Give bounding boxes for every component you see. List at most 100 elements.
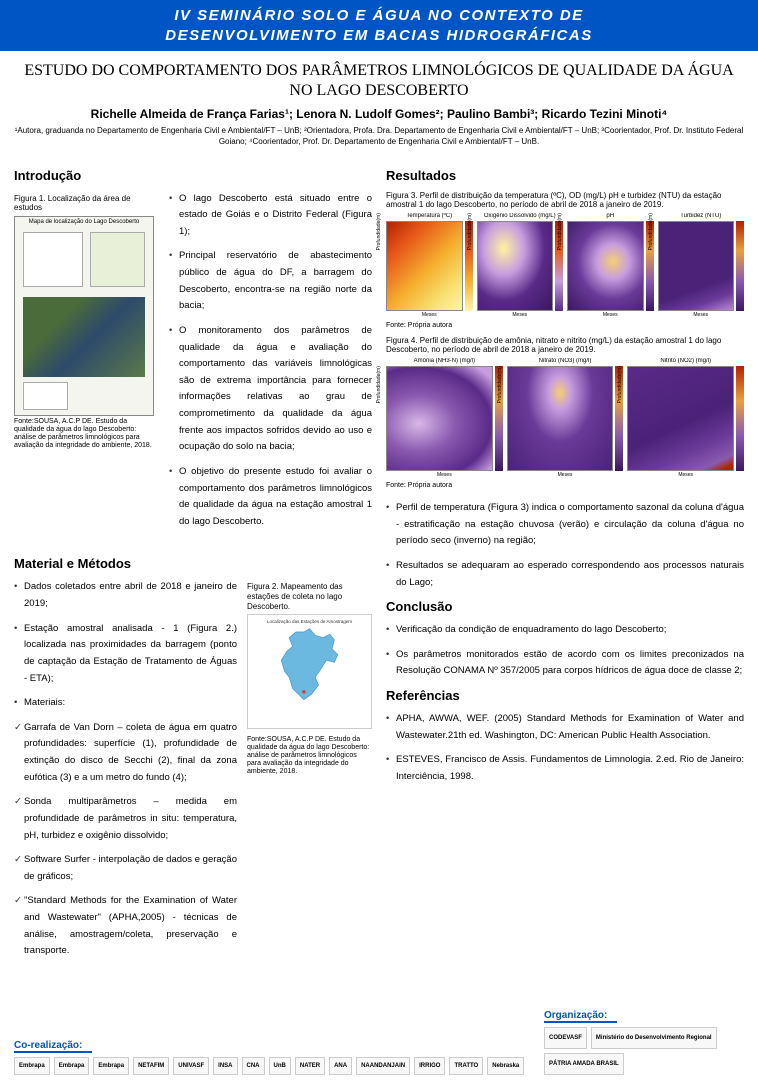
list-item: Os parâmetros monitorados estão de acord… [386, 647, 744, 680]
poster-content: ESTUDO DO COMPORTAMENTO DOS PARÂMETROS L… [0, 51, 758, 968]
sponsor-logo: Embrapa [14, 1057, 50, 1075]
methods-bullets: Dados coletados entre abril de 2018 e ja… [14, 579, 237, 711]
map-legend [23, 382, 68, 410]
sponsor-logo: UNIVASF [173, 1057, 209, 1075]
chart-box: Profundidade(m) [567, 221, 654, 311]
sponsor-logo: NAANDANJAIN [356, 1057, 410, 1075]
sponsor-logo: PÁTRIA AMADA BRASIL [544, 1053, 624, 1075]
sponsor-logo: NETAFIM [133, 1057, 169, 1075]
methods-check-bullets: Garrafa de Van Dorn – coleta de água em … [14, 720, 237, 960]
fig1-map-title: Mapa de localização do Lago Descoberto [15, 219, 153, 225]
y-axis-label: Profundidade(m) [376, 213, 382, 250]
coreal-logos: EmbrapaEmbrapaEmbrapaNETAFIMUNIVASFINSAC… [14, 1057, 544, 1075]
org-label: Organização: [544, 1010, 617, 1023]
x-axis-label: Meses [567, 312, 654, 318]
chart-title: pH [567, 213, 654, 219]
chart-box: Profundidade(m) [386, 366, 503, 471]
banner-line1: IV SEMINÁRIO SOLO E ÁGUA NO CONTEXTO DE [10, 6, 748, 26]
x-axis-label: Meses [386, 312, 473, 318]
chart-item: pHProfundidade(m)Meses [567, 213, 654, 318]
fig4-charts: Amônia (NH3-N) (mg/l)Profundidade(m)Mese… [386, 358, 744, 478]
fig2-subtitle: Localização das Estações de Amostragem [267, 619, 352, 624]
intro-text: O lago Descoberto está situado entre o e… [169, 191, 372, 539]
figure2: Figura 2. Mapeamento das estações de col… [247, 579, 372, 968]
org-logos: CODEVASFMinistério do Desenvolvimento Re… [544, 1027, 744, 1075]
list-item: Sonda multiparâmetros – medida em profun… [14, 794, 237, 844]
sponsor-logo: ANA [329, 1057, 352, 1075]
right-column: Resultados Figura 3. Perfil de distribui… [386, 162, 744, 968]
x-axis-label: Meses [386, 472, 503, 478]
list-item: ESTEVES, Francisco de Assis. Fundamentos… [386, 752, 744, 785]
authors-line: Richelle Almeida de França Farias¹; Leno… [14, 107, 744, 121]
list-item: Perfil de temperatura (Figura 3) indica … [386, 500, 744, 550]
contour-plot: Profundidade(m) [658, 221, 735, 311]
conclusion-bullets: Verificação da condição de enquadramento… [386, 622, 744, 680]
list-item: Principal reservatório de abastecimento … [169, 248, 372, 315]
list-item: Verificação da condição de enquadramento… [386, 622, 744, 639]
chart-title: Oxigênio Dissolvido (mg/L) [477, 213, 564, 219]
chart-item: Temperatura (ºC) Profundidade(m)Meses [386, 213, 473, 318]
chart-box: Profundidade(m) [507, 366, 624, 471]
list-item: Materiais: [14, 695, 237, 712]
contour-plot: Profundidade(m) [386, 366, 493, 471]
banner-line2: DESENVOLVIMENTO EM BACIAS HIDROGRÁFICAS [10, 26, 748, 46]
footer-left: Co-realização: EmbrapaEmbrapaEmbrapaNETA… [14, 1035, 544, 1075]
heading-intro: Introdução [14, 168, 372, 183]
methods-row: Dados coletados entre abril de 2018 e ja… [14, 579, 372, 968]
list-item: APHA, AWWA, WEF. (2005) Standard Methods… [386, 711, 744, 744]
sponsor-logo: INSA [213, 1057, 237, 1075]
y-axis-label: Profundidade(m) [497, 366, 503, 403]
fig4-caption: Figura 4. Perfil de distribuição de amôn… [386, 336, 744, 355]
poster-title: ESTUDO DO COMPORTAMENTO DOS PARÂMETROS L… [14, 61, 744, 101]
list-item: O monitoramento dos parâmetros de qualid… [169, 323, 372, 456]
footer-right: Organização: CODEVASFMinistério do Desen… [544, 1005, 744, 1075]
event-banner: IV SEMINÁRIO SOLO E ÁGUA NO CONTEXTO DE … [0, 0, 758, 51]
columns: Introdução Figura 1. Localização da área… [14, 162, 744, 968]
list-item: Dados coletados entre abril de 2018 e ja… [14, 579, 237, 612]
list-item: Estação amostral analisada - 1 (Figura 2… [14, 621, 237, 688]
lake-shape [281, 629, 338, 700]
fig1-caption: Figura 1. Localização da área de estudos [14, 194, 159, 213]
list-item: Software Surfer - interpolação de dados … [14, 852, 237, 885]
heading-methods: Material e Métodos [14, 556, 372, 571]
contour-plot: Profundidade(m) [507, 366, 614, 471]
chart-item: Amônia (NH3-N) (mg/l)Profundidade(m)Mese… [386, 358, 503, 478]
fig2-source: Fonte:SOUSA, A.C.P DE. Estudo da qualida… [247, 736, 372, 776]
sponsor-logo: IRRIGO [414, 1057, 445, 1075]
y-axis-label: Profundidade(m) [648, 213, 654, 250]
sponsor-logo: Nebraska [487, 1057, 524, 1075]
chart-title: Nitrito (NO2) (mg/l) [627, 358, 744, 364]
coreal-label: Co-realização: [14, 1040, 92, 1053]
left-column: Introdução Figura 1. Localização da área… [14, 162, 372, 968]
sponsor-logo: UnB [269, 1057, 291, 1075]
list-item: "Standard Methods for the Examination of… [14, 893, 237, 960]
fig2-lake-map: Localização das Estações de Amostragem [247, 614, 372, 729]
contour-plot: Profundidade(m) [386, 221, 463, 311]
colorbar [736, 221, 744, 311]
chart-title: Temperatura (ºC) [386, 213, 473, 219]
x-axis-label: Meses [507, 472, 624, 478]
affiliations: ¹Autora, graduanda no Departamento de En… [14, 126, 744, 148]
chart-box: Profundidade(m) [658, 221, 745, 311]
sponsor-logo: TRATTO [449, 1057, 483, 1075]
contour-plot: Profundidade(m) [627, 366, 734, 471]
heading-results: Resultados [386, 168, 744, 183]
methods-text: Dados coletados entre abril de 2018 e ja… [14, 579, 237, 968]
y-axis-label: Profundidade(m) [376, 366, 382, 403]
chart-box: Profundidade(m) [477, 221, 564, 311]
y-axis-label: Profundidade(m) [557, 213, 563, 250]
x-axis-label: Meses [477, 312, 564, 318]
sponsor-logo: Embrapa [54, 1057, 90, 1075]
intro-row: Figura 1. Localização da área de estudos… [14, 191, 372, 539]
contour-plot: Profundidade(m) [567, 221, 644, 311]
y-axis-label: Profundidade(m) [617, 366, 623, 403]
fig1-source: Fonte:SOUSA, A.C.P DE. Estudo da qualida… [14, 418, 159, 450]
list-item: O objetivo do presente estudo foi avalia… [169, 464, 372, 531]
refs-bullets: APHA, AWWA, WEF. (2005) Standard Methods… [386, 711, 744, 786]
brazil-inset [23, 232, 83, 287]
x-axis-label: Meses [627, 472, 744, 478]
heading-refs: Referências [386, 688, 744, 703]
region-inset [90, 232, 145, 287]
intro-bullets: O lago Descoberto está situado entre o e… [169, 191, 372, 531]
fig3-caption: Figura 3. Perfil de distribuição da temp… [386, 191, 744, 210]
